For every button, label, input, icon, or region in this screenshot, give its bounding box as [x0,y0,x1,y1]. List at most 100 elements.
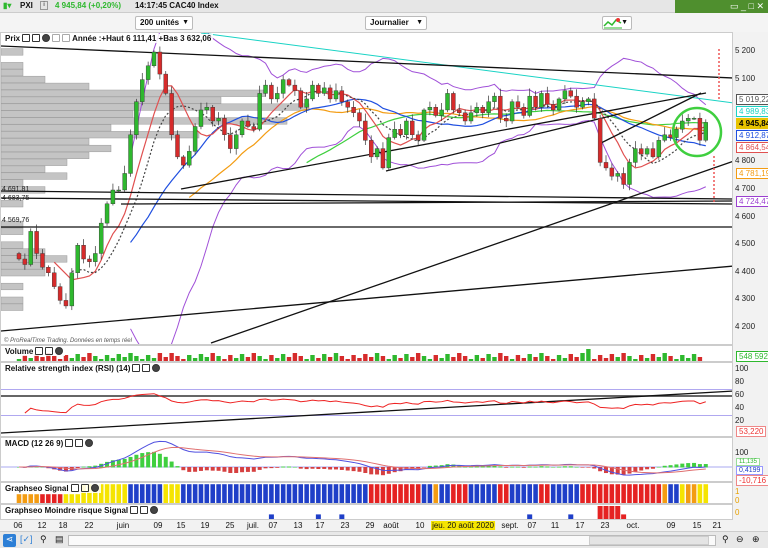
volume-bar [222,359,227,361]
wrench-icon[interactable] [22,34,31,42]
close-icon[interactable] [85,439,94,447]
volume-bar [427,359,433,361]
macd-histogram-bar [568,466,573,468]
window-icon[interactable] [140,506,149,514]
signal-bar-blue [573,483,580,503]
wrench-icon[interactable] [130,506,139,514]
info-icon[interactable]: i [40,1,48,10]
macd-histogram-bar [339,467,344,470]
candle-up [104,203,110,224]
close-icon[interactable] [55,347,64,355]
x-tick: 18 [58,521,68,530]
macd-histogram-bar [480,466,485,468]
volume-bar [333,353,339,361]
window-icon[interactable] [142,364,151,372]
horizontal-scrollbar[interactable] [68,535,716,546]
close-icon[interactable] [152,364,161,372]
window-icon[interactable] [32,34,41,42]
window-icon[interactable] [75,439,84,447]
macd-histogram-bar [169,461,174,468]
scroll-thumb[interactable] [589,536,709,545]
candle-down [597,118,603,163]
volume-bar [492,357,497,361]
signal-bar-red [403,483,410,503]
wrench-icon[interactable] [70,484,79,492]
candle-down [592,98,597,119]
signal-bar-blue [321,483,327,503]
candle-up [392,129,397,138]
volume-bar [134,356,139,361]
signal-panel[interactable]: Graphseo Signal [0,482,733,504]
rsi-value: 53,220 [736,426,767,437]
macd-histogram-bar [551,466,556,468]
bracket-icon[interactable]: [✓] [20,534,33,544]
zoom-out-icon[interactable]: ⊖ [736,534,744,544]
candle-up [685,118,691,122]
x-tick: jeu. 20 août 2020 [431,521,495,530]
plus-icon[interactable] [52,34,61,42]
macd-histogram-bar [451,464,456,468]
wrench-icon[interactable] [35,347,44,355]
volume-bar [539,353,544,361]
window-icon[interactable] [45,347,54,355]
signal-bar-blue [139,483,145,503]
volume-panel[interactable]: Volume [0,345,733,362]
volume-profile-bar [1,179,24,187]
indicators-button[interactable]: ▼ [602,16,632,30]
candle-up [263,84,268,94]
close-icon[interactable] [42,34,51,42]
risk-panel[interactable]: Graphseo Moindre risque Signal [0,504,733,520]
candle-up [627,162,632,185]
macd-panel[interactable]: MACD (12 26 9) [0,437,733,482]
candle-up [427,106,433,111]
cursor-icon[interactable]: ⚲ [40,534,47,544]
candle-down [451,93,456,111]
period-dropdown[interactable]: Journalier ▼ [365,16,427,30]
close-icon[interactable] [90,484,99,492]
volume-profile-bar [1,75,46,84]
volume-profile-bar [1,165,46,173]
zoom-in-icon[interactable]: ⊕ [752,534,760,544]
units-dropdown[interactable]: 200 unités ▼ [135,16,193,30]
macd-chart [1,440,732,476]
window-controls[interactable]: ▭ _ □ ✕ [675,0,768,13]
macd-histogram-bar [140,453,145,468]
x-tick: 23 [600,521,610,530]
macd-histogram-bar [128,456,133,468]
signal-bar-orange [691,483,697,503]
zoom-fit-icon[interactable]: ⚲ [722,534,729,544]
signal-bar-red [644,483,650,503]
signal-bar-blue [444,483,451,503]
chevron-down-icon: ▼ [621,19,628,26]
instrument-icon[interactable]: ▮▾ [3,1,12,10]
price-panel[interactable]: Prix Année :+Haut 6 111,41 +Bas 3 632,06… [0,32,733,345]
macd-signal-value: -10,716 [736,475,768,486]
macd-title: MACD (12 26 9) [5,439,64,448]
volume-profile-bar [1,248,46,256]
volume-bar [210,353,215,361]
ticker[interactable]: PXI [20,1,33,10]
macd-histogram-bar [198,467,203,471]
price-chart [1,33,732,344]
candle-up [468,112,474,122]
volume-bar [40,357,45,361]
share-icon[interactable]: ⋖ [3,534,16,547]
close-icon[interactable] [150,506,159,514]
list-icon[interactable]: ▤ [55,534,64,544]
signal-bar-red [391,483,398,503]
signal-bar-blue [127,483,134,503]
rsi-panel[interactable]: Relative strength index (RSI) (14) [0,362,733,437]
candle-up [492,95,497,102]
wrench-icon[interactable] [132,364,141,372]
wrench-icon[interactable] [65,439,74,447]
candle-down [175,134,180,158]
x-tick: août [383,521,399,530]
risk-bar-blue [268,514,274,519]
candle-down [603,162,609,169]
volume-bar [204,357,210,361]
x-tick: 09 [666,521,676,530]
minus-icon[interactable] [62,34,71,42]
window-icon[interactable] [80,484,89,492]
candle-up [703,122,708,141]
macd-histogram-bar [210,467,215,471]
